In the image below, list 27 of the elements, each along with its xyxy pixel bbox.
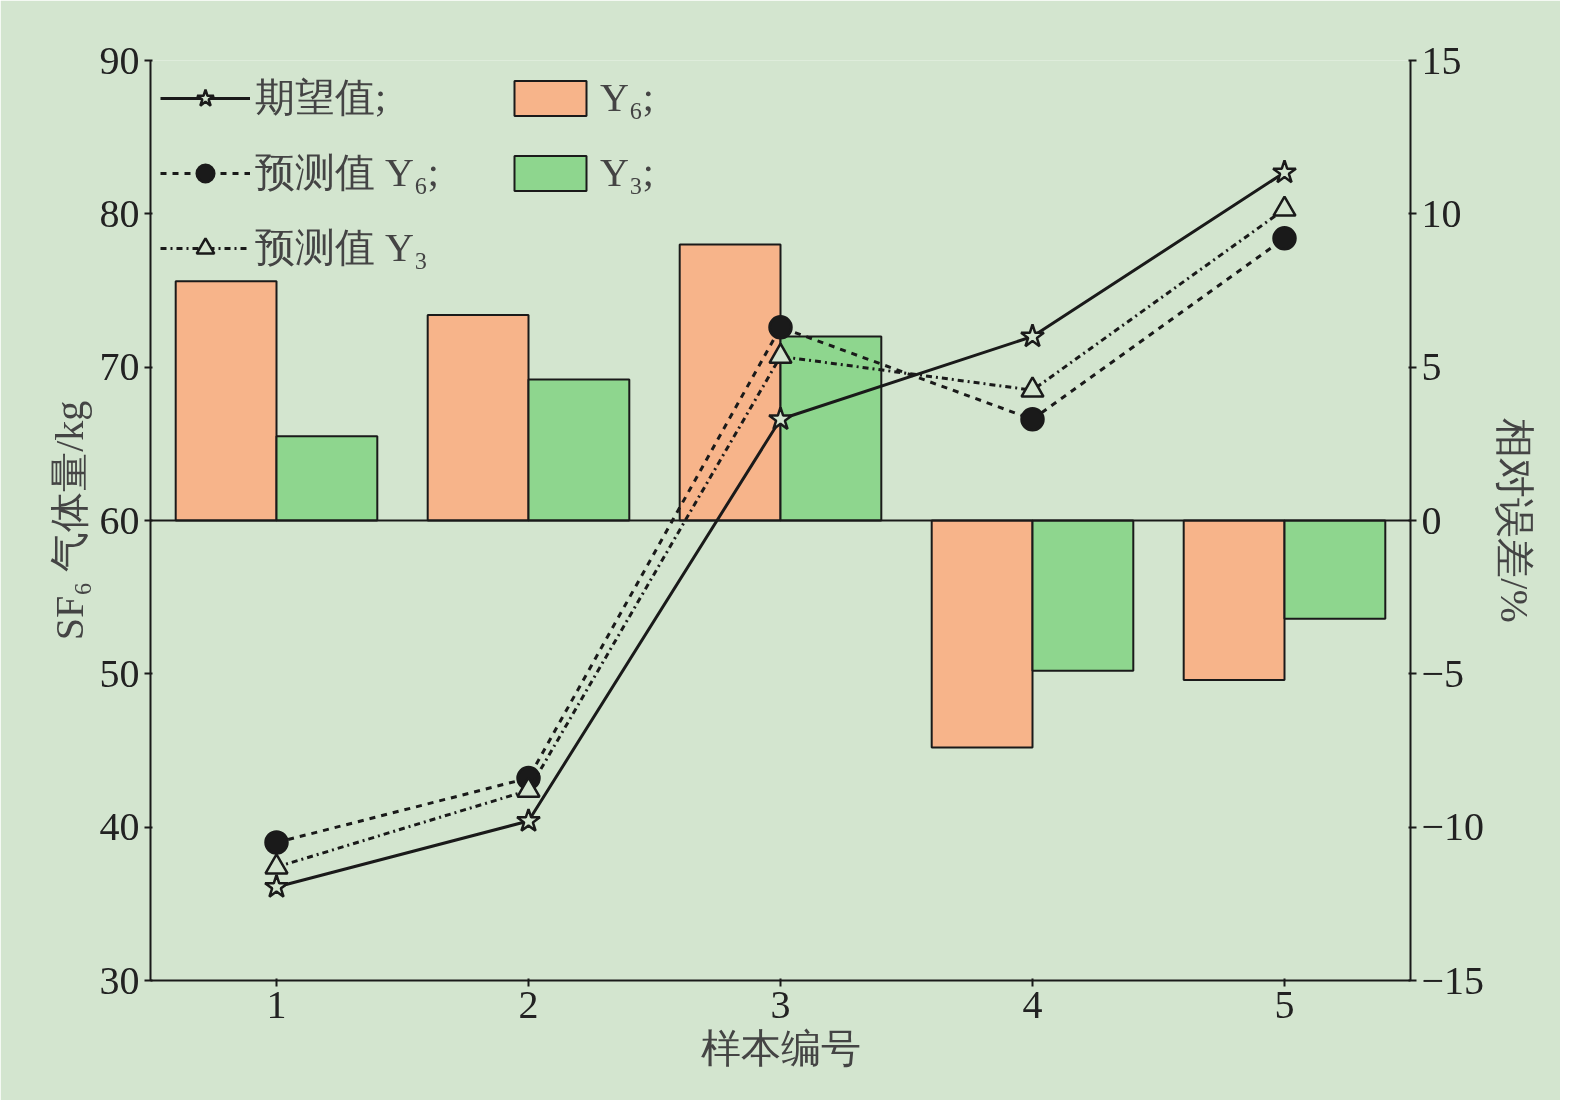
y2-tick-label: −10 bbox=[1421, 804, 1485, 850]
x-tick-label: 5 bbox=[1274, 981, 1295, 1027]
x-tick-label: 3 bbox=[770, 981, 791, 1027]
y-tick-label: 40 bbox=[99, 804, 140, 850]
y-tick-label: 50 bbox=[99, 650, 140, 696]
y2-tick-label: −15 bbox=[1421, 957, 1485, 1003]
y2-tick-label: 10 bbox=[1421, 190, 1462, 236]
y-tick-label: 80 bbox=[99, 190, 140, 236]
y-tick-label: 90 bbox=[99, 37, 140, 83]
y2-tick-label: 0 bbox=[1421, 497, 1442, 543]
x-tick-label: 4 bbox=[1022, 981, 1043, 1027]
x-tick-label: 2 bbox=[518, 981, 539, 1027]
y2-axis-title: 相对误差/% bbox=[1492, 418, 1538, 623]
legend-label: 预测值 Y₆; bbox=[255, 149, 440, 197]
y2-tick-label: 15 bbox=[1421, 37, 1462, 83]
y2-tick-label: 5 bbox=[1421, 344, 1442, 390]
y2-tick-label: −5 bbox=[1421, 650, 1465, 696]
x-axis-title: 样本编号 bbox=[700, 1025, 861, 1071]
legend-label: Y₆; bbox=[600, 74, 655, 121]
legend-label: 预测值 Y₃ bbox=[255, 224, 429, 272]
y-tick-label: 70 bbox=[99, 344, 140, 390]
y-axis-title: SF₆ 气体量/kg bbox=[46, 400, 92, 641]
legend-label: Y₃; bbox=[600, 149, 655, 196]
y-tick-label: 60 bbox=[99, 497, 140, 543]
y-tick-label: 30 bbox=[99, 957, 140, 1003]
x-tick-label: 1 bbox=[266, 981, 287, 1027]
legend-label: 期望值; bbox=[255, 74, 388, 122]
